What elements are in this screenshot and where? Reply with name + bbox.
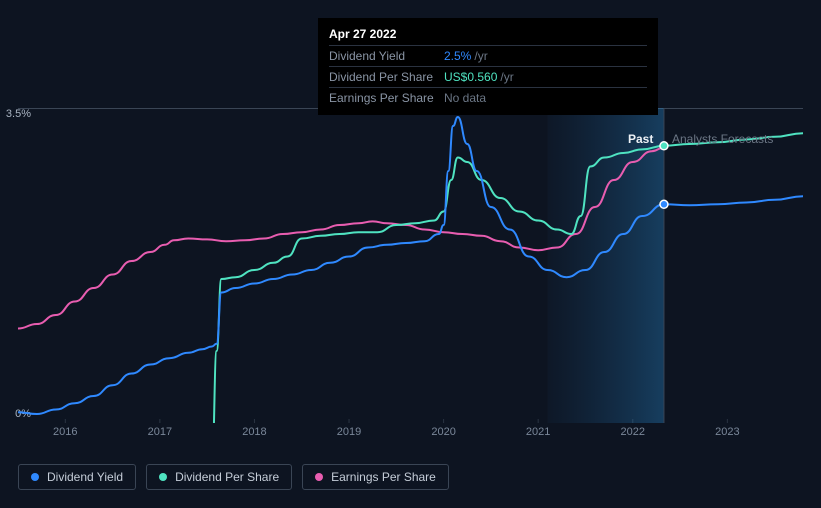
forecast-label: Analysts Forecasts bbox=[672, 132, 773, 146]
legend-label: Dividend Per Share bbox=[175, 470, 279, 484]
x-axis: 2016 2017 2018 2019 2020 2021 2022 2023 bbox=[18, 426, 803, 446]
x-tick-2017: 2017 bbox=[148, 426, 172, 438]
series-marker-dividend_per_share bbox=[660, 142, 668, 150]
chart-plot-area[interactable] bbox=[18, 108, 803, 423]
series-marker-dividend_yield bbox=[660, 200, 668, 208]
tooltip-row-2: Earnings Per ShareNo data bbox=[329, 87, 647, 108]
x-tick-2016: 2016 bbox=[53, 426, 77, 438]
x-tick-2022: 2022 bbox=[621, 426, 645, 438]
chart-tooltip: Apr 27 2022 Dividend Yield2.5%/yrDividen… bbox=[318, 18, 658, 115]
x-tick-2019: 2019 bbox=[337, 426, 361, 438]
tooltip-date: Apr 27 2022 bbox=[329, 25, 647, 45]
x-tick-2018: 2018 bbox=[242, 426, 266, 438]
tooltip-key: Dividend Per Share bbox=[329, 70, 444, 84]
tooltip-value: 2.5% bbox=[444, 49, 471, 63]
legend-item-dividend_yield[interactable]: Dividend Yield bbox=[18, 464, 136, 490]
chart-svg bbox=[18, 108, 803, 423]
x-tick-2021: 2021 bbox=[526, 426, 550, 438]
past-label: Past bbox=[628, 132, 653, 146]
tooltip-suffix: /yr bbox=[500, 70, 513, 84]
legend-dot-icon bbox=[159, 473, 167, 481]
tooltip-row-0: Dividend Yield2.5%/yr bbox=[329, 45, 647, 66]
legend-item-dividend_per_share[interactable]: Dividend Per Share bbox=[146, 464, 292, 490]
legend-dot-icon bbox=[31, 473, 39, 481]
legend-label: Earnings Per Share bbox=[331, 470, 436, 484]
tooltip-key: Dividend Yield bbox=[329, 49, 444, 63]
x-tick-2020: 2020 bbox=[431, 426, 455, 438]
legend-label: Dividend Yield bbox=[47, 470, 123, 484]
chart-legend: Dividend Yield Dividend Per Share Earnings… bbox=[18, 464, 449, 490]
tooltip-key: Earnings Per Share bbox=[329, 91, 444, 105]
x-tick-2023: 2023 bbox=[715, 426, 739, 438]
tooltip-suffix: /yr bbox=[474, 49, 487, 63]
tooltip-value: No data bbox=[444, 91, 486, 105]
series-dividend_per_share bbox=[212, 133, 803, 423]
tooltip-row-1: Dividend Per ShareUS$0.560/yr bbox=[329, 66, 647, 87]
tooltip-value: US$0.560 bbox=[444, 70, 497, 84]
legend-item-earnings_per_share[interactable]: Earnings Per Share bbox=[302, 464, 449, 490]
series-dividend_yield bbox=[18, 117, 803, 414]
legend-dot-icon bbox=[315, 473, 323, 481]
